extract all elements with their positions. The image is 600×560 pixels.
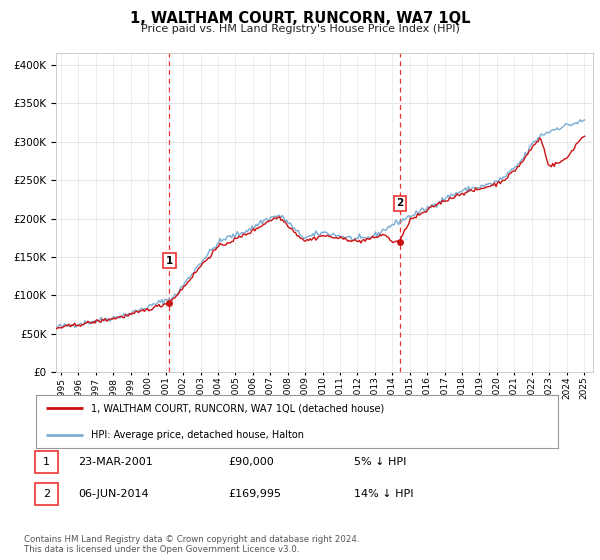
Text: HPI: Average price, detached house, Halton: HPI: Average price, detached house, Halt…: [91, 430, 304, 440]
Text: Price paid vs. HM Land Registry's House Price Index (HPI): Price paid vs. HM Land Registry's House …: [140, 24, 460, 34]
Text: 5% ↓ HPI: 5% ↓ HPI: [354, 457, 406, 467]
Text: 1: 1: [43, 457, 50, 467]
Text: 06-JUN-2014: 06-JUN-2014: [78, 489, 149, 499]
Text: Contains HM Land Registry data © Crown copyright and database right 2024.
This d: Contains HM Land Registry data © Crown c…: [24, 535, 359, 554]
Text: 23-MAR-2001: 23-MAR-2001: [78, 457, 153, 467]
Text: 1: 1: [166, 256, 173, 266]
Text: 1, WALTHAM COURT, RUNCORN, WA7 1QL: 1, WALTHAM COURT, RUNCORN, WA7 1QL: [130, 11, 470, 26]
Text: 14% ↓ HPI: 14% ↓ HPI: [354, 489, 413, 499]
Text: 1, WALTHAM COURT, RUNCORN, WA7 1QL (detached house): 1, WALTHAM COURT, RUNCORN, WA7 1QL (deta…: [91, 403, 384, 413]
Text: 2: 2: [396, 198, 403, 208]
Text: 2: 2: [43, 489, 50, 499]
Text: £90,000: £90,000: [228, 457, 274, 467]
Text: £169,995: £169,995: [228, 489, 281, 499]
